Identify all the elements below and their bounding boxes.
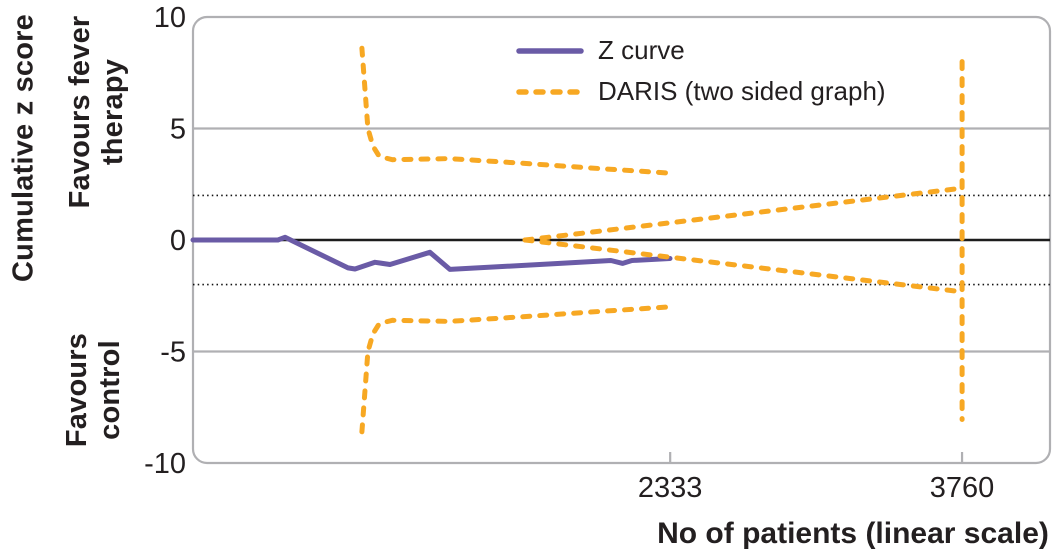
y-tick-label: 5	[170, 114, 186, 146]
x-tick-label: 3760	[930, 472, 995, 504]
x-tick-label: 2333	[638, 472, 703, 504]
chart-legend: Z curve DARIS (two sided graph)	[516, 34, 886, 108]
legend-label: DARIS (two sided graph)	[598, 76, 886, 106]
daris-futility-lower	[522, 237, 965, 295]
y-tick-label: -10	[144, 448, 186, 480]
daris-futility-upper	[522, 185, 965, 243]
x-axis-title: No of patients (linear scale)	[657, 517, 1049, 550]
legend-label: Z curve	[598, 35, 685, 65]
y-tick-label: 0	[170, 225, 186, 257]
z-curve	[190, 234, 673, 272]
legend-item: Z curve	[516, 34, 886, 67]
daris-lower-boundary	[359, 304, 673, 435]
legend-solid-line-icon	[516, 47, 584, 54]
legend-item: DARIS (two sided graph)	[516, 75, 886, 108]
y-tick-label: 10	[154, 2, 186, 34]
legend-dashed-line-icon	[516, 88, 584, 95]
y-tick-label: -5	[160, 337, 186, 369]
daris-upper-boundary	[359, 45, 673, 176]
